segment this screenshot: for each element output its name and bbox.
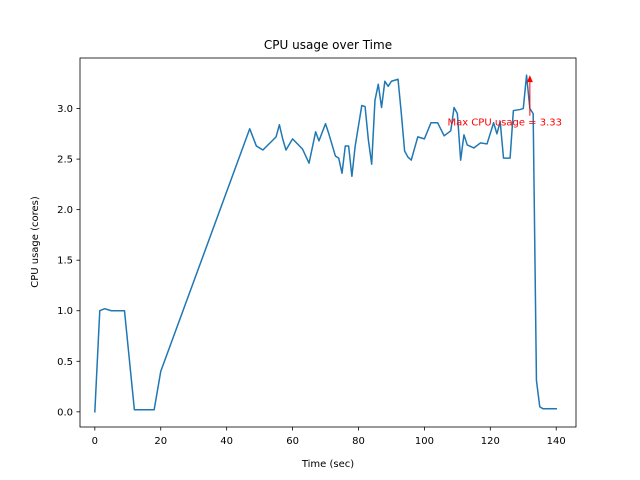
- x-tick-label: 0: [92, 436, 98, 447]
- y-tick-label: 0.5: [57, 357, 73, 368]
- chart-title: CPU usage over Time: [264, 38, 392, 52]
- y-tick-label: 2.5: [57, 155, 73, 166]
- y-tick-label: 2.0: [57, 205, 73, 216]
- x-tick-label: 80: [352, 436, 365, 447]
- y-axis-ticks: 0.0 0.5 1.0 1.5 2.0 2.5 3.0: [57, 104, 80, 418]
- y-tick-label: 0.0: [57, 407, 73, 418]
- x-axis-ticks: 0 20 40 60 80 100 120 140: [92, 427, 566, 447]
- y-tick-label: 1.5: [57, 256, 73, 267]
- plot-frame: [79, 57, 577, 428]
- x-tick-label: 100: [415, 436, 434, 447]
- plot-area: [80, 58, 576, 427]
- x-axis-label: Time (sec): [301, 459, 354, 470]
- y-tick-label: 1.0: [57, 306, 73, 317]
- annotation-label: Max CPU usage = 3.33: [447, 118, 562, 129]
- y-tick-label: 3.0: [57, 104, 73, 115]
- cpu-usage-line: [94, 74, 557, 413]
- x-tick-label: 20: [154, 436, 167, 447]
- x-tick-label: 140: [547, 436, 566, 447]
- annotation-arrowhead: [526, 75, 533, 83]
- x-tick-label: 40: [220, 436, 233, 447]
- y-axis-label: CPU usage (cores): [30, 196, 41, 288]
- x-tick-label: 120: [481, 436, 500, 447]
- x-tick-label: 60: [286, 436, 299, 447]
